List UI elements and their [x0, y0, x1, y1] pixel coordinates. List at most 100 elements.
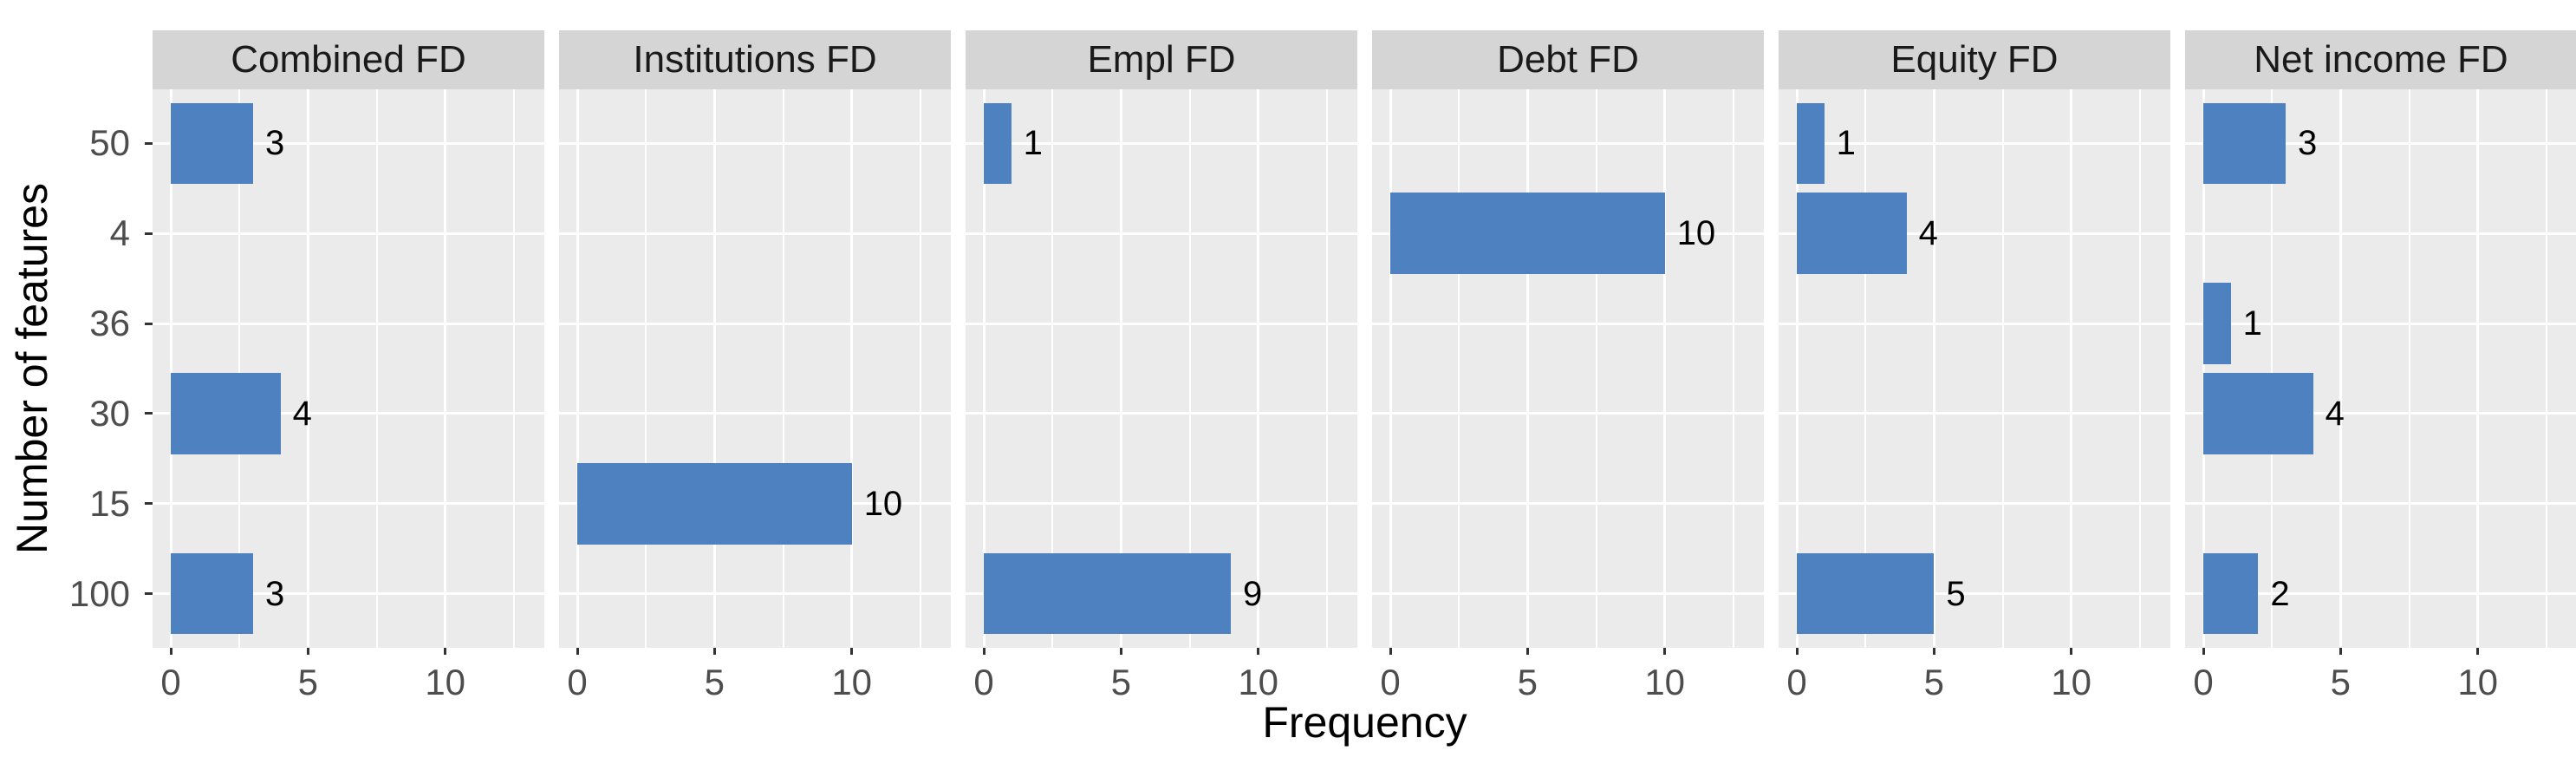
panel-plot: 3 4 3 [153, 89, 544, 648]
gridline-minor-vertical [2271, 89, 2274, 648]
gridline-major-horizontal [559, 141, 951, 145]
x-tick-mark [1257, 648, 1260, 655]
bar-value-label: 2 [2270, 574, 2290, 613]
facet-strip-label: Net income FD [2254, 38, 2508, 81]
gridline-major-vertical [712, 89, 716, 648]
y-tick-label: 30 [89, 392, 130, 434]
x-axis: 0 5 10 [559, 648, 951, 708]
facet-panel-combined-fd: Combined FD 3 4 3 0 5 10 [153, 30, 544, 708]
gridline-major-vertical [1389, 89, 1392, 648]
facet-strip: Equity FD [1779, 30, 2170, 89]
facet-strip-label: Empl FD [1087, 38, 1236, 81]
x-tick-mark [2202, 648, 2205, 655]
bar-value-label: 1 [2242, 304, 2262, 343]
bar [1797, 552, 1935, 635]
gridline-minor-vertical [2001, 89, 2004, 648]
gridline-major-vertical [306, 89, 309, 648]
x-tick-mark [1119, 648, 1122, 655]
x-tick-label: 0 [1380, 662, 1401, 702]
x-axis: 0 5 10 [1779, 648, 2170, 708]
gridline-major-horizontal [1372, 502, 1764, 506]
gridline-minor-vertical [2408, 89, 2410, 648]
x-tick-label: 5 [2330, 662, 2352, 702]
bar [1797, 193, 1907, 274]
gridline-major-vertical [1257, 89, 1260, 648]
gridline-minor-vertical [1051, 89, 1054, 648]
x-axis-title: Frequency [153, 697, 2576, 748]
gridline-major-horizontal [153, 232, 544, 235]
gridline-major-vertical [2339, 89, 2342, 648]
gridline-major-horizontal [2185, 322, 2576, 325]
gridline-minor-vertical [512, 89, 515, 648]
x-tick-label: 10 [1238, 662, 1279, 702]
bar-value-label: 10 [863, 484, 903, 523]
bar [984, 552, 1232, 635]
x-tick-label: 10 [425, 662, 466, 702]
gridline-major-vertical [1932, 89, 1935, 648]
gridline-major-vertical [2476, 89, 2480, 648]
bar-value-label: 4 [292, 394, 312, 433]
x-tick-mark [1525, 648, 1529, 655]
gridline-major-vertical [1663, 89, 1667, 648]
facet-panel-equity-fd: Equity FD 1 4 5 0 5 10 [1779, 30, 2170, 708]
gridline-major-horizontal [153, 322, 544, 325]
y-tick-mark [145, 232, 153, 235]
bar [1390, 193, 1665, 274]
gridline-major-horizontal [2185, 412, 2576, 415]
y-axis: 50 4 36 30 15 100 [0, 89, 153, 648]
gridline-minor-vertical [1188, 89, 1191, 648]
bar-value-label: 3 [265, 124, 285, 163]
gridline-major-horizontal [966, 412, 1357, 415]
gridline-major-horizontal [153, 141, 544, 145]
bar-value-label: 10 [1676, 214, 1716, 253]
gridline-major-vertical [169, 89, 172, 648]
gridline-major-vertical [1795, 89, 1799, 648]
bar-value-label: 3 [2298, 124, 2318, 163]
gridline-major-horizontal [2185, 592, 2576, 596]
facet-strip: Empl FD [966, 30, 1357, 89]
bar [2203, 373, 2313, 454]
bar-value-label: 1 [1836, 124, 1856, 163]
gridline-major-horizontal [559, 412, 951, 415]
gridline-minor-vertical [1595, 89, 1597, 648]
gridline-major-horizontal [1779, 232, 2170, 235]
gridline-minor-vertical [782, 89, 784, 648]
gridline-major-vertical [444, 89, 447, 648]
bar [2203, 102, 2286, 185]
x-tick-mark [306, 648, 309, 655]
gridline-minor-vertical [1458, 89, 1460, 648]
x-tick-mark [1663, 648, 1667, 655]
x-tick-label: 0 [1786, 662, 1807, 702]
gridline-minor-vertical [1325, 89, 1328, 648]
gridline-major-horizontal [1372, 322, 1764, 325]
facet-strip-label: Equity FD [1890, 38, 2059, 81]
y-tick-label: 36 [89, 303, 130, 344]
gridline-major-horizontal [1372, 592, 1764, 596]
gridline-major-vertical [576, 89, 579, 648]
bar-value-label: 1 [1023, 124, 1043, 163]
facet-strip-label: Institutions FD [633, 38, 877, 81]
bar [1797, 102, 1825, 185]
gridline-major-vertical [1525, 89, 1529, 648]
x-tick-label: 10 [2457, 662, 2499, 702]
bar-value-label: 5 [1946, 574, 1966, 613]
x-tick-label: 0 [973, 662, 994, 702]
bar [577, 463, 852, 545]
facet-strip-label: Debt FD [1497, 38, 1639, 81]
x-tick-label: 5 [704, 662, 725, 702]
gridline-major-horizontal [966, 232, 1357, 235]
x-axis-title-text: Frequency [1262, 698, 1467, 747]
x-tick-mark [850, 648, 854, 655]
gridline-minor-vertical [2138, 89, 2141, 648]
gridline-major-horizontal [559, 592, 951, 596]
bar [984, 102, 1012, 185]
gridline-major-horizontal [1372, 141, 1764, 145]
x-tick-label: 5 [1923, 662, 1945, 702]
facet-panel-debt-fd: Debt FD 10 0 5 10 [1372, 30, 1764, 708]
panel-plot: 10 [559, 89, 951, 648]
gridline-major-horizontal [966, 141, 1357, 145]
